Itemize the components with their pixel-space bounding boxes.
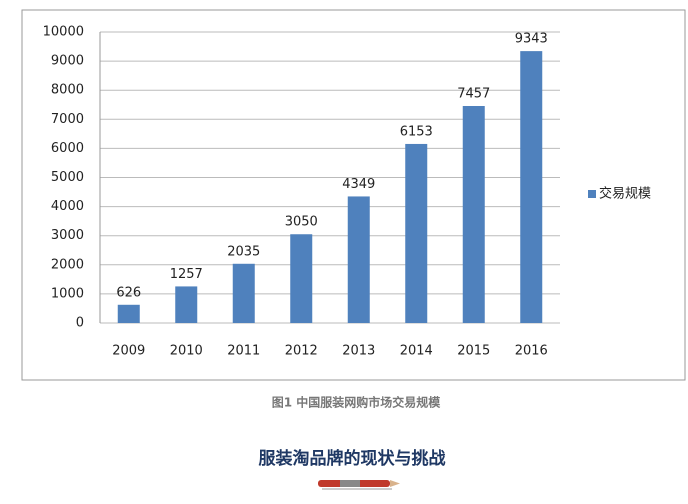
bar [462,106,485,323]
y-tick-label: 6000 [51,141,84,156]
y-tick-label: 10000 [43,25,84,40]
x-tick-label: 2015 [457,344,490,359]
caption: 图1 中国服装网购市场交易规模 [272,395,442,410]
x-tick-label: 2013 [342,344,375,359]
bar [347,196,370,323]
data-label: 626 [116,285,141,300]
x-tick-label: 2010 [170,344,203,359]
heading: 服装淘品牌的现状与挑战 [259,448,446,469]
y-tick-label: 4000 [51,199,84,214]
legend-swatch [588,190,596,198]
y-tick-label: 8000 [51,83,84,98]
data-label: 7457 [457,87,490,102]
bar [232,263,255,323]
bar [290,234,313,323]
bar [520,51,543,323]
data-label: 9343 [515,32,548,47]
bar [405,143,428,323]
y-tick-label: 9000 [51,54,84,69]
chart-frame [21,9,686,381]
data-label: 4349 [342,177,375,192]
x-tick-label: 2011 [227,344,260,359]
y-tick-label: 1000 [51,286,84,301]
y-tick-label: 0 [76,316,84,331]
data-label: 6153 [400,124,433,139]
y-tick-label: 7000 [51,112,84,127]
legend-label: 交易规模 [599,186,651,202]
data-label: 2035 [227,244,260,259]
x-tick-label: 2012 [285,344,318,359]
x-tick-label: 2016 [515,344,548,359]
x-tick-label: 2014 [400,344,433,359]
y-tick-label: 3000 [51,228,84,243]
y-tick-label: 2000 [51,257,84,272]
x-tick-label: 2009 [112,344,145,359]
bar [175,286,198,323]
pen-icon [318,480,400,490]
data-label: 1257 [170,267,203,282]
bar [117,304,140,323]
data-label: 3050 [285,215,318,230]
y-tick-label: 5000 [51,170,84,185]
